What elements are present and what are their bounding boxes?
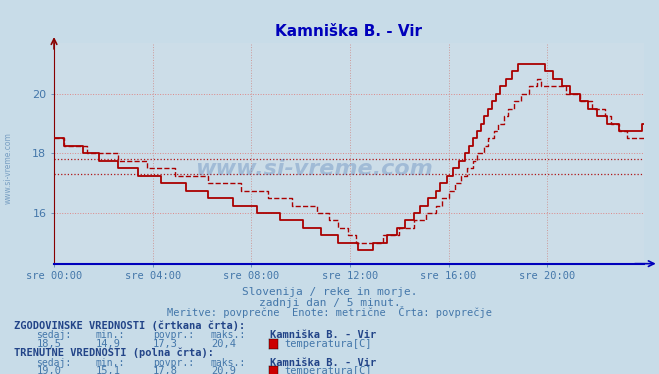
Text: maks.:: maks.: bbox=[211, 358, 246, 368]
Text: 20,4: 20,4 bbox=[211, 339, 236, 349]
Text: povpr.:: povpr.: bbox=[153, 330, 194, 340]
Title: Kamniška B. - Vir: Kamniška B. - Vir bbox=[275, 24, 422, 39]
Text: ZGODOVINSKE VREDNOSTI (črtkana črta):: ZGODOVINSKE VREDNOSTI (črtkana črta): bbox=[14, 320, 246, 331]
Text: www.si-vreme.com: www.si-vreme.com bbox=[194, 159, 432, 179]
Text: TRENUTNE VREDNOSTI (polna črta):: TRENUTNE VREDNOSTI (polna črta): bbox=[14, 348, 214, 358]
Text: Kamniška B. - Vir: Kamniška B. - Vir bbox=[270, 358, 376, 368]
Text: 19,0: 19,0 bbox=[36, 366, 61, 374]
Text: temperatura[C]: temperatura[C] bbox=[285, 339, 372, 349]
Text: temperatura[C]: temperatura[C] bbox=[285, 366, 372, 374]
Text: 14,9: 14,9 bbox=[96, 339, 121, 349]
Text: Kamniška B. - Vir: Kamniška B. - Vir bbox=[270, 330, 376, 340]
Text: 20,9: 20,9 bbox=[211, 366, 236, 374]
Text: povpr.:: povpr.: bbox=[153, 358, 194, 368]
Text: maks.:: maks.: bbox=[211, 330, 246, 340]
Text: 17,3: 17,3 bbox=[153, 339, 178, 349]
Text: min.:: min.: bbox=[96, 358, 125, 368]
Text: Meritve: povprečne  Enote: metrične  Črta: povprečje: Meritve: povprečne Enote: metrične Črta:… bbox=[167, 306, 492, 318]
Text: 18,5: 18,5 bbox=[36, 339, 61, 349]
Text: zadnji dan / 5 minut.: zadnji dan / 5 minut. bbox=[258, 298, 401, 307]
Text: min.:: min.: bbox=[96, 330, 125, 340]
Text: www.si-vreme.com: www.si-vreme.com bbox=[3, 132, 13, 204]
Text: 17,8: 17,8 bbox=[153, 366, 178, 374]
Text: Slovenija / reke in morje.: Slovenija / reke in morje. bbox=[242, 288, 417, 297]
Text: sedaj:: sedaj: bbox=[36, 358, 71, 368]
Text: 15,1: 15,1 bbox=[96, 366, 121, 374]
Text: sedaj:: sedaj: bbox=[36, 330, 71, 340]
